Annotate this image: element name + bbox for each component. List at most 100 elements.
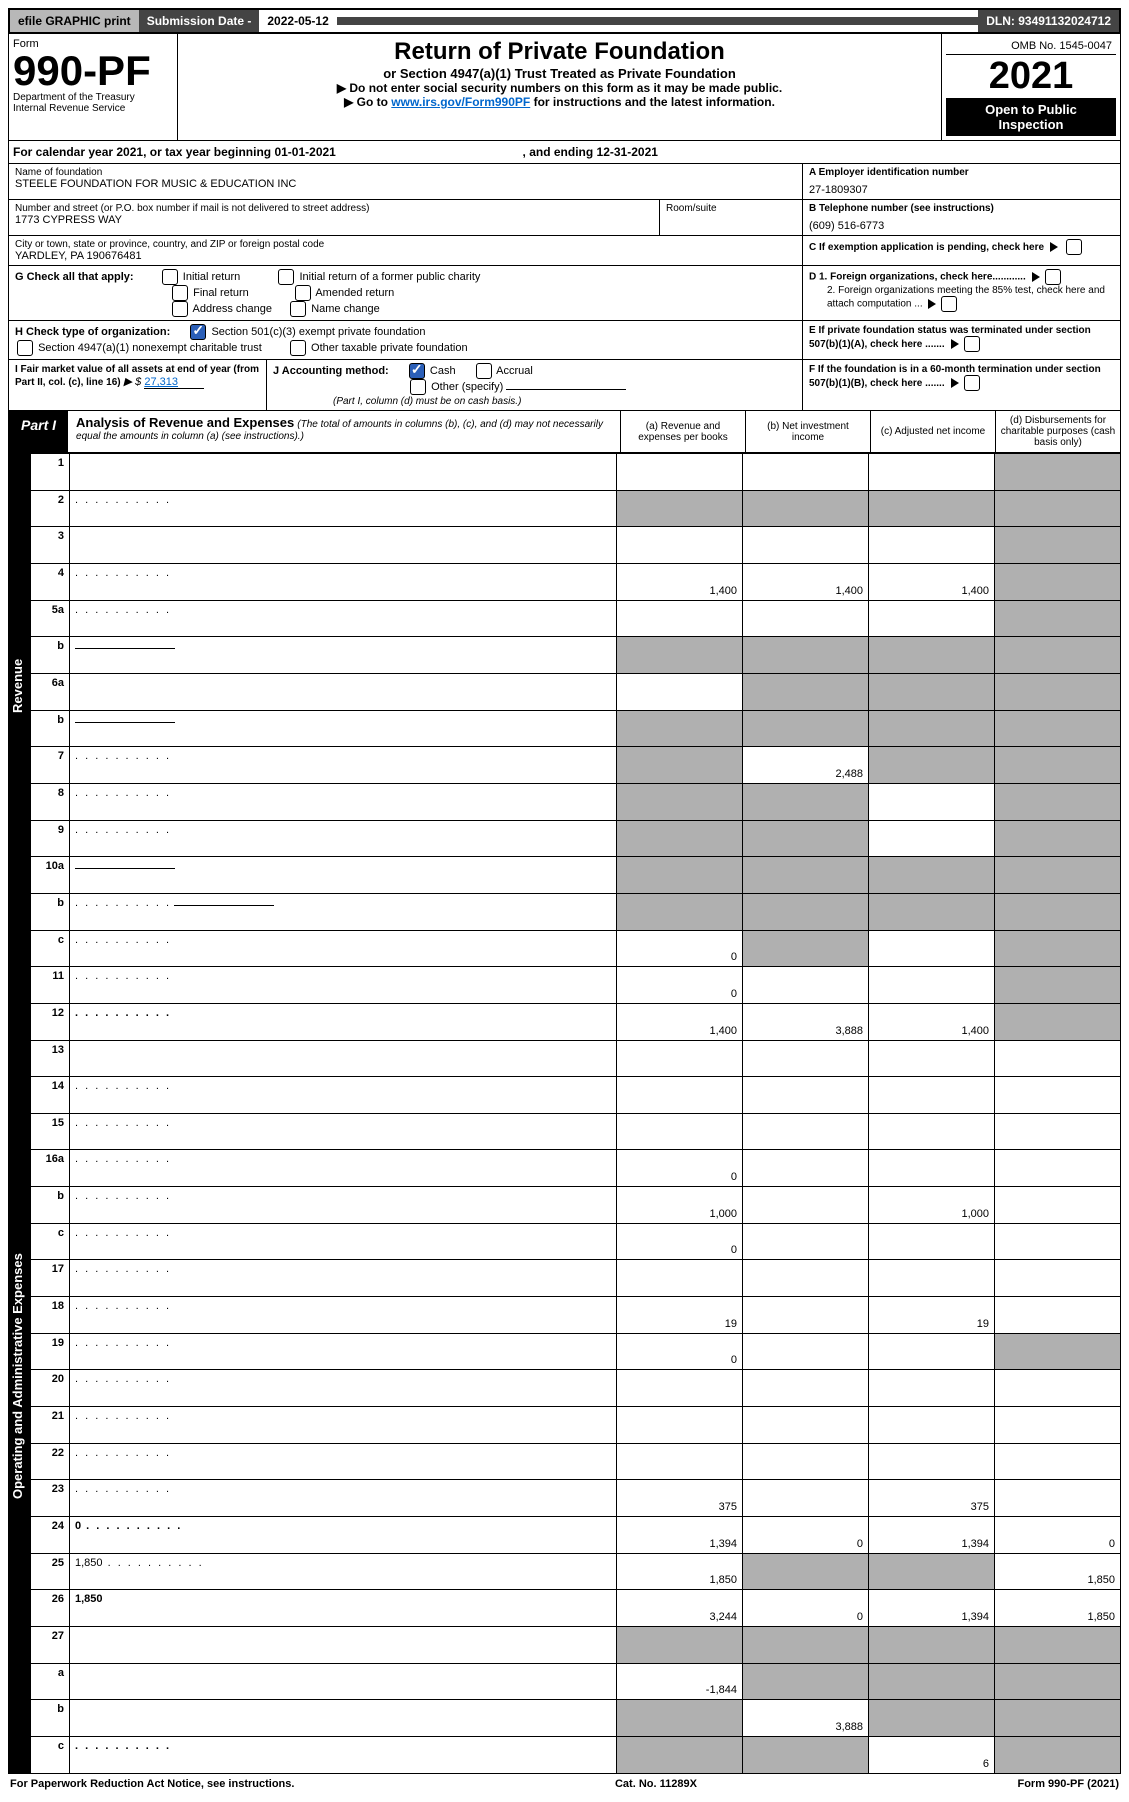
amt-c bbox=[869, 1553, 995, 1590]
amt-c bbox=[869, 1077, 995, 1114]
line-desc bbox=[70, 1736, 617, 1773]
amt-b: 1,400 bbox=[743, 563, 869, 600]
g-former-checkbox[interactable] bbox=[278, 269, 294, 285]
table-row: 190 bbox=[31, 1333, 1121, 1370]
j-cash-checkbox[interactable] bbox=[409, 363, 425, 379]
amt-b bbox=[743, 490, 869, 527]
line-desc bbox=[70, 600, 617, 637]
form-title: Return of Private Foundation bbox=[182, 38, 937, 66]
line-desc bbox=[70, 1003, 617, 1040]
d2-checkbox[interactable] bbox=[941, 296, 957, 312]
amt-c bbox=[869, 1223, 995, 1260]
line-desc bbox=[70, 637, 617, 674]
table-row: b bbox=[31, 710, 1121, 747]
line-number: 21 bbox=[31, 1407, 70, 1444]
table-row: 27 bbox=[31, 1627, 1121, 1664]
g-initial-checkbox[interactable] bbox=[162, 269, 178, 285]
line-number: 10a bbox=[31, 857, 70, 894]
col-a-hdr: (a) Revenue and expenses per books bbox=[620, 411, 745, 452]
h-4947-checkbox[interactable] bbox=[17, 340, 33, 356]
d1-checkbox[interactable] bbox=[1045, 269, 1061, 285]
amt-a: 1,400 bbox=[617, 563, 743, 600]
instr2-pre: ▶ Go to bbox=[344, 95, 391, 109]
amt-c bbox=[869, 930, 995, 967]
j-other-checkbox[interactable] bbox=[410, 379, 426, 395]
info-row-3: City or town, state or province, country… bbox=[8, 236, 1121, 266]
efile-label[interactable]: efile GRAPHIC print bbox=[10, 10, 139, 32]
table-row: 17 bbox=[31, 1260, 1121, 1297]
g-opt-1: Final return bbox=[193, 287, 249, 299]
amt-b: 0 bbox=[743, 1517, 869, 1554]
table-row: 22 bbox=[31, 1443, 1121, 1480]
h-501c3-checkbox[interactable] bbox=[190, 324, 206, 340]
amt-c bbox=[869, 527, 995, 564]
form-id-block: Form 990-PF Department of the Treasury I… bbox=[9, 34, 178, 140]
dln-value: 93491132024712 bbox=[1018, 14, 1111, 28]
line-number: 6a bbox=[31, 673, 70, 710]
amt-d bbox=[995, 1480, 1121, 1517]
amt-d bbox=[995, 1297, 1121, 1334]
info-row-h: H Check type of organization: Section 50… bbox=[8, 321, 1121, 360]
amt-b bbox=[743, 1480, 869, 1517]
amt-c bbox=[869, 1113, 995, 1150]
g-opt-3: Initial return of a former public charit… bbox=[299, 271, 480, 283]
line-desc bbox=[70, 1150, 617, 1187]
line-desc bbox=[70, 1407, 617, 1444]
room-label: Room/suite bbox=[666, 203, 796, 214]
e-checkbox[interactable] bbox=[964, 336, 980, 352]
amt-d bbox=[995, 1627, 1121, 1664]
line-number: c bbox=[31, 1223, 70, 1260]
amt-a bbox=[617, 857, 743, 894]
expenses-sidelabel: Operating and Administrative Expenses bbox=[8, 1091, 30, 1774]
table-row: 251,8501,8501,850 bbox=[31, 1553, 1121, 1590]
amt-c bbox=[869, 1407, 995, 1444]
amt-d bbox=[995, 1260, 1121, 1297]
line-desc bbox=[70, 1443, 617, 1480]
arrow-icon bbox=[1050, 242, 1058, 252]
amt-c bbox=[869, 1627, 995, 1664]
amt-b bbox=[743, 930, 869, 967]
d1-label: D 1. Foreign organizations, check here..… bbox=[809, 272, 1026, 283]
amt-d bbox=[995, 600, 1121, 637]
table-row: b bbox=[31, 893, 1121, 930]
g-addrchg-checkbox[interactable] bbox=[172, 301, 188, 317]
amt-c: 19 bbox=[869, 1297, 995, 1334]
amt-c bbox=[869, 1370, 995, 1407]
h-other-checkbox[interactable] bbox=[290, 340, 306, 356]
amt-c bbox=[869, 490, 995, 527]
col-d-hdr: (d) Disbursements for charitable purpose… bbox=[995, 411, 1120, 452]
amt-d bbox=[995, 563, 1121, 600]
amt-b bbox=[743, 1297, 869, 1334]
ein-label: A Employer identification number bbox=[809, 167, 1114, 178]
main-table-wrap: Revenue Operating and Administrative Exp… bbox=[8, 453, 1121, 1774]
line-desc bbox=[70, 1223, 617, 1260]
amt-d bbox=[995, 967, 1121, 1004]
amt-d bbox=[995, 1003, 1121, 1040]
table-row: 2401,39401,3940 bbox=[31, 1517, 1121, 1554]
amt-c bbox=[869, 1333, 995, 1370]
c-checkbox[interactable] bbox=[1066, 239, 1082, 255]
amt-c bbox=[869, 893, 995, 930]
g-namechg-checkbox[interactable] bbox=[290, 301, 306, 317]
j-accrual-checkbox[interactable] bbox=[476, 363, 492, 379]
amt-d bbox=[995, 1223, 1121, 1260]
amt-d bbox=[995, 637, 1121, 674]
cal-begin: 01-01-2021 bbox=[274, 145, 335, 159]
amt-c bbox=[869, 673, 995, 710]
amt-d bbox=[995, 1370, 1121, 1407]
irs-link[interactable]: www.irs.gov/Form990PF bbox=[391, 95, 530, 109]
i-value[interactable]: 27,313 bbox=[144, 376, 204, 389]
g-amended-checkbox[interactable] bbox=[295, 285, 311, 301]
cal-end: 12-31-2021 bbox=[597, 145, 658, 159]
amt-a: 1,400 bbox=[617, 1003, 743, 1040]
line-desc bbox=[70, 1700, 617, 1737]
line-desc bbox=[70, 1187, 617, 1224]
line-desc bbox=[70, 893, 617, 930]
table-row: 3 bbox=[31, 527, 1121, 564]
line-number: 22 bbox=[31, 1443, 70, 1480]
f-checkbox[interactable] bbox=[964, 375, 980, 391]
amt-c bbox=[869, 710, 995, 747]
amt-a bbox=[617, 490, 743, 527]
g-final-checkbox[interactable] bbox=[172, 285, 188, 301]
instr-line2: ▶ Go to www.irs.gov/Form990PF for instru… bbox=[182, 95, 937, 109]
